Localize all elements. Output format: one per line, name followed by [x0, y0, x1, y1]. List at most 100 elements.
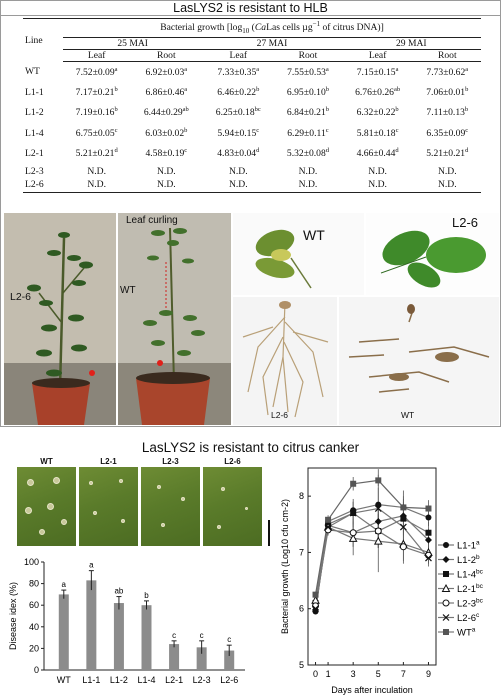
- leaf-l26-label: L2-6: [452, 215, 479, 230]
- table-cell: 6.86±0.46a: [130, 82, 202, 103]
- leaf-label-wt: WT: [40, 457, 53, 466]
- x-tick-label: 0: [313, 669, 318, 679]
- table-cell: 5.32±0.08d: [274, 144, 341, 165]
- cell-value: 6.29±0.11: [287, 127, 326, 139]
- cell-value: N.D.: [368, 165, 387, 177]
- cell-value: 6.35±0.09: [426, 127, 466, 139]
- significance-label: a: [89, 561, 94, 570]
- bar: [141, 605, 152, 670]
- category-label: L2-1: [165, 675, 183, 685]
- series-line: [314, 529, 429, 606]
- legend-entry: WTa: [438, 627, 476, 639]
- cell-value: 5.21±0.21: [75, 148, 115, 160]
- table-cell: 7.11±0.13b: [414, 103, 481, 124]
- significance-letter: b: [184, 126, 188, 134]
- significance-letter: bc: [254, 106, 261, 114]
- significance-letter: b: [256, 85, 260, 93]
- cell-value: 5.81±0.18: [356, 127, 396, 139]
- cell-value: N.D.: [87, 179, 106, 191]
- root-wt-label: WT: [401, 410, 415, 420]
- legend-label: L2-1bc: [457, 583, 484, 595]
- y-tick-label: 40: [29, 622, 39, 632]
- cell-value: N.D.: [228, 179, 248, 191]
- table-cell: 7.52±0.09a: [63, 62, 130, 83]
- cell-value: 6.84±0.21: [286, 107, 326, 119]
- cell-value: 7.06±0.01: [426, 86, 466, 98]
- data-point: [425, 529, 432, 536]
- line-name: WT: [25, 66, 40, 78]
- table-cell: 7.33±0.35a: [202, 62, 274, 83]
- x-tick-label: 5: [376, 669, 381, 679]
- x-tick-label: 3: [351, 669, 356, 679]
- data-point: [312, 605, 319, 613]
- cell-value: 7.73±0.62: [426, 66, 466, 78]
- table-row: WT 7.52±0.09a 6.92±0.03a 7.33±0.35a 7.55±0.5…: [23, 62, 481, 83]
- cell-value: N.D.: [298, 165, 318, 177]
- table-cell: 7.19±0.16b: [63, 103, 130, 124]
- bar: [196, 647, 207, 670]
- table-cell: 5.81±0.18c: [342, 123, 414, 144]
- table-cell: 4.58±0.19c: [130, 144, 202, 165]
- bar: [113, 603, 124, 670]
- cell-value: N.D.: [298, 179, 318, 191]
- tissue-header: Leaf: [63, 49, 131, 63]
- tissue-header: Leaf: [202, 49, 275, 63]
- leaf-photo-l26: L2-6: [366, 213, 499, 295]
- line-header: Line: [23, 17, 63, 62]
- significance-letter: ab: [182, 106, 189, 114]
- cell-value: N.D.: [368, 179, 387, 191]
- plant-photo-l26: L2-6: [4, 213, 116, 425]
- table-row: L2-3 N.D. N.D. N.D. N.D. N.D. N.D.: [23, 164, 481, 178]
- data-point: [349, 529, 357, 537]
- significance-letter: a: [184, 65, 188, 73]
- table-row: L2-1 5.21±0.21d 4.58±0.19c 4.83±0.04d 5.32±0…: [23, 144, 481, 165]
- significance-letter: d: [325, 147, 329, 155]
- table-cell: 6.92±0.03a: [130, 62, 202, 83]
- root-l26-image: [242, 301, 329, 418]
- significance-label: ab: [114, 587, 123, 596]
- table-cell: 5.21±0.21d: [414, 144, 481, 165]
- root-l26-label: L2-6: [271, 410, 289, 420]
- x-tick-label: 1: [326, 669, 331, 679]
- plant-photo-wt: Leaf curling WT: [118, 213, 231, 425]
- table-cell: 7.06±0.01b: [414, 82, 481, 103]
- cell-value: 6.92±0.03: [145, 66, 185, 78]
- table-row: L2-6 N.D. N.D. N.D. N.D. N.D. N.D.: [23, 178, 481, 193]
- data-point: [400, 504, 407, 511]
- significance-label: b: [144, 591, 149, 600]
- canker-leaf-l21: [79, 467, 138, 546]
- line-y-label: Bacterial growth (Log10 cfu cm-2): [280, 499, 290, 634]
- legend-entry: L1-1a: [438, 540, 480, 552]
- plant-l26-image: [4, 213, 116, 425]
- legend-label: L1-2b: [457, 554, 480, 566]
- panel-canker: LasLYS2 is resistant to citrus canker WT…: [0, 440, 501, 700]
- cell-value: 5.94±0.15: [217, 127, 257, 139]
- cell-value: 7.19±0.16: [75, 107, 115, 119]
- scale-bar: [268, 520, 270, 546]
- line-name: L2-6: [23, 178, 63, 193]
- significance-letter: b: [325, 85, 329, 93]
- data-point: [374, 517, 382, 525]
- table-cell: N.D.: [414, 164, 481, 178]
- bar: [224, 650, 235, 670]
- y-tick-label: 0: [34, 665, 39, 675]
- cell-value: N.D.: [87, 165, 106, 177]
- cell-value: 7.33±0.35: [217, 66, 257, 78]
- legend-label: L2-6c: [457, 612, 480, 624]
- table-cell: N.D.: [341, 178, 414, 193]
- data-point: [443, 542, 449, 548]
- y-tick-label: 7: [299, 547, 304, 557]
- cell-value: 7.11±0.13: [426, 107, 465, 119]
- data-point: [324, 523, 332, 531]
- line-name: L1-2: [25, 107, 44, 119]
- data-point: [399, 543, 407, 551]
- group-header: 25 MAI: [63, 37, 203, 51]
- data-point: [399, 523, 407, 531]
- cell-value: N.D.: [228, 165, 248, 177]
- significance-letter: a: [325, 65, 329, 73]
- cell-value: 7.15±0.15: [356, 66, 396, 78]
- root-photo-wt: WT: [339, 297, 499, 425]
- canker-leaf-l26: [203, 467, 262, 546]
- cell-value: 6.32±0.22: [356, 107, 396, 119]
- table-cell: N.D.: [202, 178, 275, 193]
